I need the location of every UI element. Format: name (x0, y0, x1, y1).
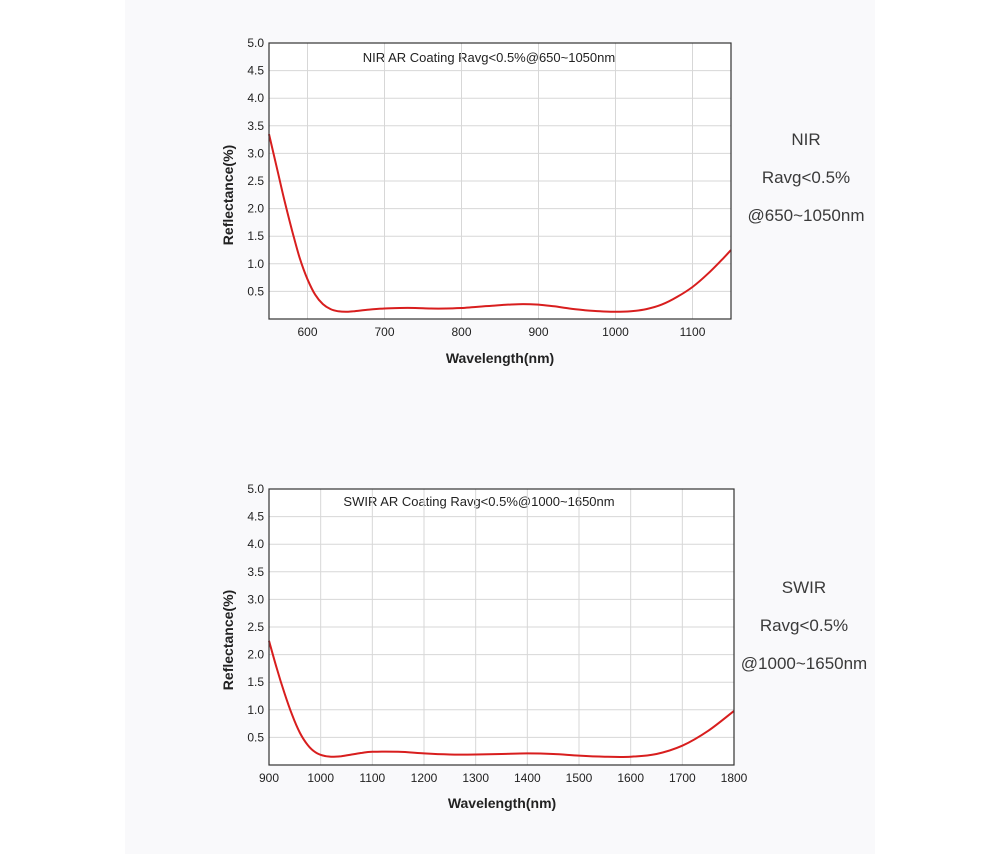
nir-y-tick-label: 0.5 (247, 284, 264, 298)
nir-y-tick-label: 3.0 (247, 146, 264, 160)
swir-y-tick-label: 0.5 (247, 730, 264, 744)
nir-y-tick-label: 2.0 (247, 202, 264, 216)
nir-side-note: NIR Ravg<0.5% @650~1050nm (726, 121, 886, 235)
swir-x-tick-label: 1100 (359, 771, 385, 785)
swir-reflectance-curve (268, 640, 735, 758)
swir-y-tick-label: 3.0 (247, 592, 264, 606)
nir-y-tick-label: 1.0 (247, 257, 264, 271)
swir-chart: SWIR AR Coating Ravg<0.5%@1000~1650nm Wa… (220, 482, 748, 811)
swir-y-tick-label: 4.0 (247, 537, 264, 551)
nir-plot-frame (268, 42, 732, 320)
nir-reflectance-curve (268, 133, 732, 313)
swir-x-tick-label: 900 (259, 771, 279, 785)
nir-x-tick-label: 900 (528, 325, 548, 339)
nir-chart-title: NIR AR Coating Ravg<0.5%@650~1050nm (363, 50, 615, 65)
nir-x-axis-label: Wavelength(nm) (446, 350, 554, 366)
nir-x-tick-label: 1000 (602, 325, 629, 339)
swir-chart-title: SWIR AR Coating Ravg<0.5%@1000~1650nm (343, 494, 614, 509)
nir-y-axis-label: Reflectance(%) (220, 145, 236, 245)
nir-y-tick-label: 1.5 (247, 229, 264, 243)
swir-side-line1: SWIR (781, 578, 827, 597)
swir-x-tick-label: 1500 (566, 771, 593, 785)
swir-x-tick-label: 1700 (669, 771, 696, 785)
nir-y-tick-label: 3.5 (247, 119, 264, 133)
nir-chart: NIR AR Coating Ravg<0.5%@650~1050nm Wave… (220, 36, 732, 366)
nir-y-tick-label: 4.0 (247, 91, 264, 105)
swir-x-tick-label: 1800 (721, 771, 748, 785)
nir-side-line1: NIR (791, 130, 821, 149)
nir-y-tick-label: 5.0 (247, 36, 264, 50)
swir-x-axis-label: Wavelength(nm) (448, 795, 556, 811)
nir-x-tick-label: 700 (374, 325, 394, 339)
swir-x-tick-label: 1200 (411, 771, 438, 785)
swir-y-axis-label: Reflectance(%) (220, 590, 236, 690)
swir-side-line2: Ravg<0.5% (759, 616, 849, 635)
swir-x-tick-label: 1600 (617, 771, 644, 785)
swir-plot-frame (268, 488, 735, 766)
nir-x-tick-label: 800 (451, 325, 471, 339)
swir-y-tick-label: 3.5 (247, 565, 264, 579)
swir-y-tick-label: 2.5 (247, 620, 264, 634)
nir-side-line2: Ravg<0.5% (761, 168, 851, 187)
swir-y-tick-label: 4.5 (247, 510, 264, 524)
nir-x-tick-label: 600 (297, 325, 317, 339)
swir-x-tick-label: 1000 (307, 771, 334, 785)
nir-x-tick-label: 1100 (680, 325, 706, 339)
nir-side-line3: @650~1050nm (747, 206, 865, 225)
swir-y-tick-label: 1.5 (247, 675, 264, 689)
swir-side-note: SWIR Ravg<0.5% @1000~1650nm (724, 569, 884, 683)
nir-y-tick-label: 4.5 (247, 64, 264, 78)
nir-y-tick-label: 2.5 (247, 174, 264, 188)
swir-y-tick-label: 1.0 (247, 703, 264, 717)
swir-side-line3: @1000~1650nm (740, 654, 868, 673)
swir-x-tick-label: 1300 (462, 771, 489, 785)
swir-y-tick-label: 5.0 (247, 482, 264, 496)
swir-y-tick-label: 2.0 (247, 648, 264, 662)
swir-x-tick-label: 1400 (514, 771, 541, 785)
